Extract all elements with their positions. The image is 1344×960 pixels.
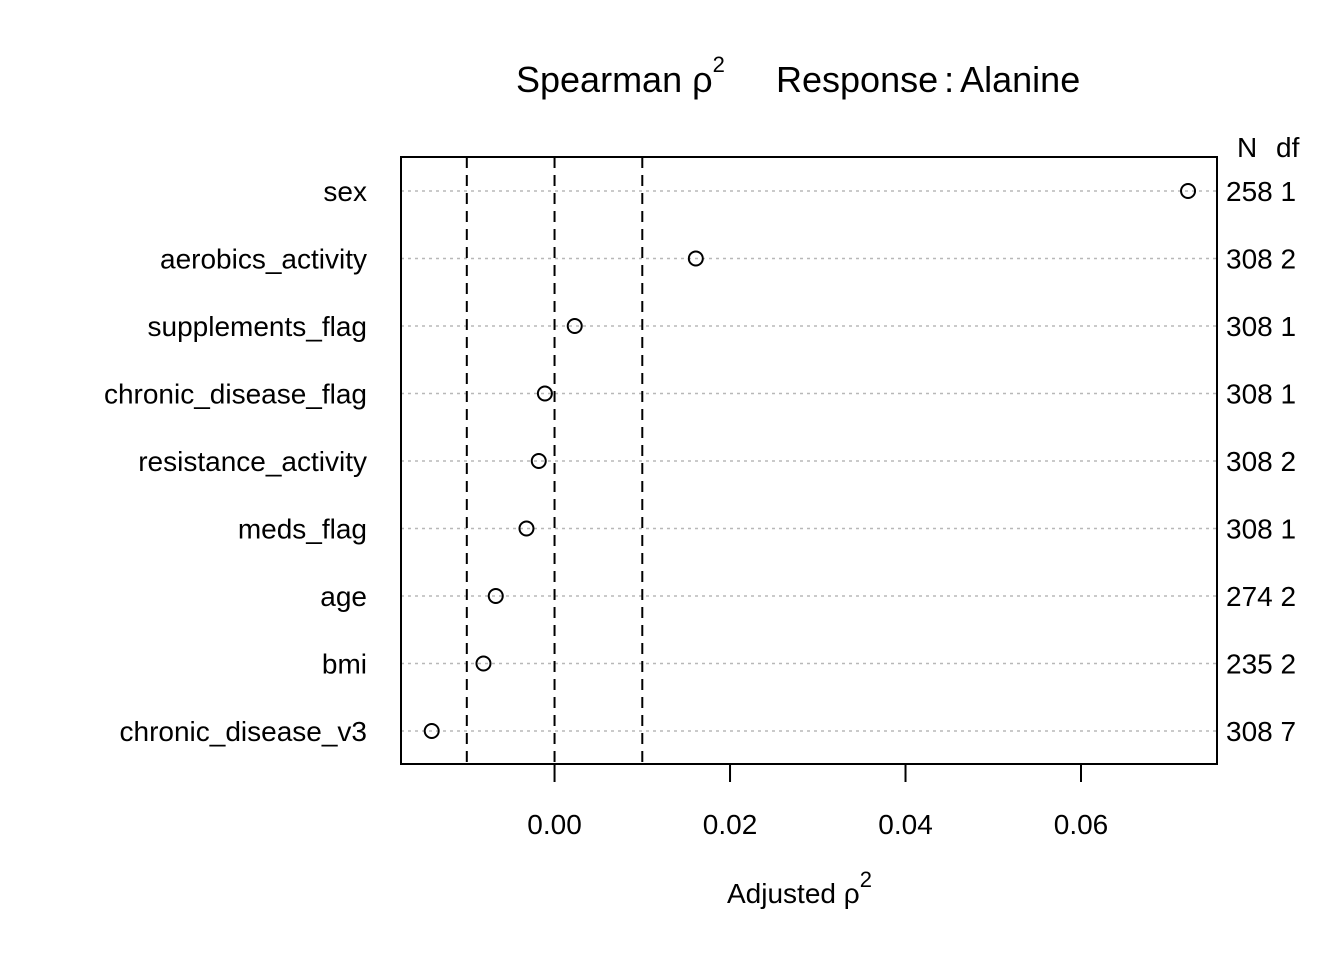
grid-lines: [401, 190, 1217, 732]
x-tick-label: 0.04: [878, 809, 933, 840]
xlabel-text: Adjusted: [727, 878, 844, 909]
n-df-label: 308 1: [1226, 379, 1296, 410]
category-label: supplements_flag: [148, 311, 367, 342]
title-separator: :: [944, 59, 954, 100]
n-df-label: 308 2: [1226, 446, 1296, 477]
data-point: [423, 723, 440, 739]
n-df-label: 274 2: [1226, 581, 1296, 612]
n-df-label: 258 1: [1226, 176, 1296, 207]
category-label: age: [320, 581, 367, 612]
xlabel-exponent: 2: [860, 867, 872, 892]
chart-title: Spearman ρ2 Response: Alanine: [516, 52, 1080, 100]
n-df-labels: 258 1 308 2 308 1 308 1 308 2 308 1 274 2 235 2…: [1226, 176, 1296, 747]
title-response-label: Response: [776, 59, 938, 100]
n-df-label: 308 1: [1226, 514, 1296, 545]
n-df-label: 308 7: [1226, 716, 1296, 747]
category-label: meds_flag: [238, 514, 367, 545]
data-point: [475, 655, 492, 672]
category-label: bmi: [322, 649, 367, 680]
category-label: resistance_activity: [138, 446, 367, 477]
x-tick-label: 0.00: [527, 809, 582, 840]
x-tick-label: 0.02: [703, 809, 758, 840]
data-point: [566, 318, 583, 334]
category-label: chronic_disease_flag: [104, 379, 367, 410]
n-df-label: 308 1: [1226, 311, 1296, 342]
title-exponent: 2: [713, 52, 725, 77]
data-point: [687, 250, 704, 267]
header-n: N: [1237, 132, 1257, 163]
svg-text:Response:Alanine: Response: Alanine: [776, 59, 1080, 100]
svg-text:Adjusted ρ2: Adjusted ρ2: [727, 867, 872, 909]
title-response-value: Alanine: [960, 59, 1080, 100]
x-axis-title: Adjusted ρ2: [727, 867, 872, 909]
x-axis: 0.00 0.02 0.04 0.06: [527, 764, 1108, 840]
right-column-headers: N df: [1237, 132, 1300, 163]
title-prefix: Spearman: [516, 59, 692, 100]
category-labels: sex aerobics_activity supplements_flagchro…: [104, 176, 367, 747]
data-point: [536, 385, 553, 402]
data-point: [487, 588, 504, 604]
data-point: [518, 520, 535, 537]
plot-frame: [400, 156, 1218, 765]
header-df: df: [1276, 132, 1300, 163]
category-label: chronic_disease_v3: [120, 716, 368, 747]
x-tick-label: 0.06: [1054, 809, 1109, 840]
category-label: sex: [323, 176, 367, 207]
n-df-label: 308 2: [1226, 244, 1296, 275]
data-point: [530, 453, 547, 469]
title-rho: ρ: [692, 59, 712, 100]
n-df-label: 235 2: [1226, 649, 1296, 680]
category-label: aerobics_activity: [160, 244, 367, 275]
reference-lines: [465, 157, 644, 764]
data-point: [1180, 183, 1197, 199]
xlabel-rho: ρ: [844, 878, 860, 909]
svg-text:Spearman ρ2: Spearman ρ2: [516, 52, 725, 100]
data-points: [423, 183, 1197, 739]
